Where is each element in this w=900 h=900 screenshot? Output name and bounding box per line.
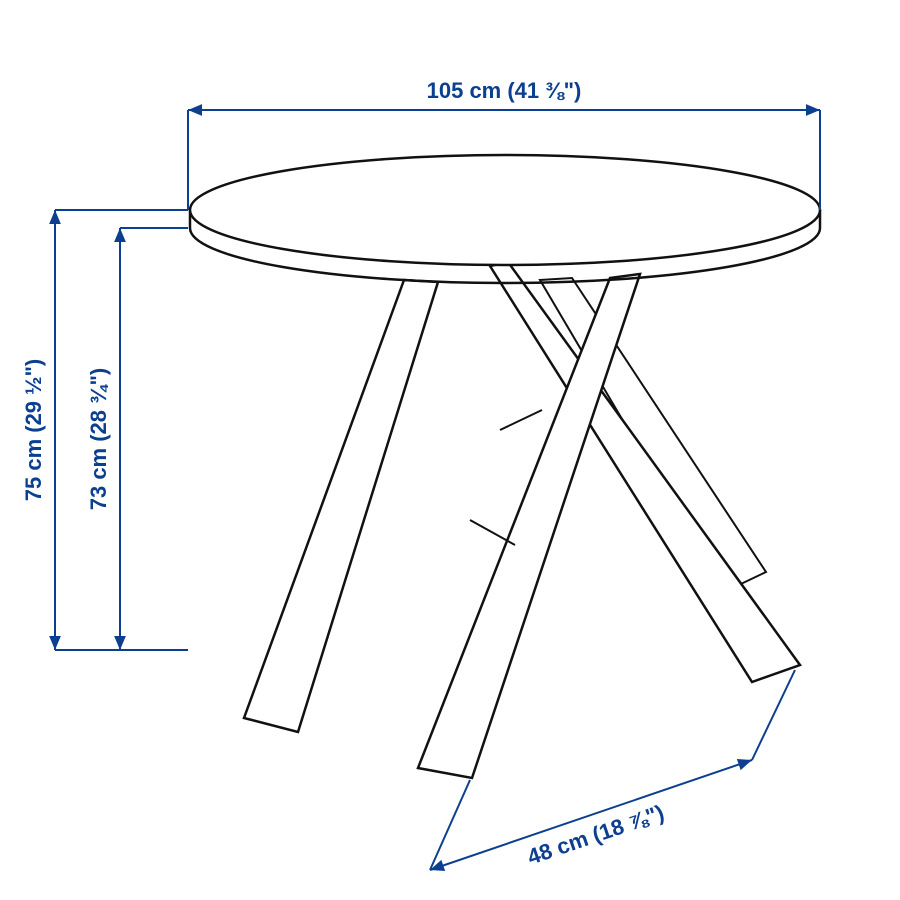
dim-h73-line — [114, 228, 126, 650]
table-leg-3 — [418, 274, 640, 778]
dim-width-line — [188, 104, 820, 116]
ext-leg-a — [430, 780, 470, 870]
dim-leg-line — [430, 759, 752, 871]
dim-width-label: 105 cm (41 ⅜") — [427, 78, 582, 103]
table-leg-2 — [244, 280, 438, 732]
table-drawing — [190, 155, 820, 778]
dim-h73-label: 73 cm (28 ¾") — [86, 368, 111, 511]
tabletop — [190, 155, 820, 265]
dim-leg-label: 48 cm (18 ⅞") — [524, 800, 667, 870]
ext-leg-b — [752, 670, 795, 760]
dim-h75-line — [49, 210, 61, 650]
dim-h75-label: 75 cm (29 ½") — [21, 359, 46, 502]
